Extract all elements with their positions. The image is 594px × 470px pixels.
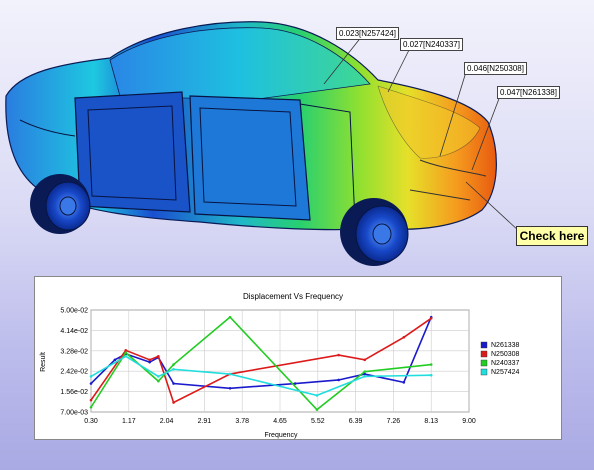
legend-label: N250308: [491, 351, 520, 358]
legend-swatch: [480, 368, 488, 376]
data-point: [124, 354, 128, 358]
series-line-n250308: [90, 317, 432, 404]
displacement-chart: Displacement Vs Frequency Result Frequen…: [34, 276, 562, 440]
data-point: [363, 370, 367, 373]
data-point: [148, 360, 151, 364]
data-point: [402, 335, 406, 339]
node-label-n261338: 0.047[N261338]: [497, 86, 560, 99]
x-tick-label: 7.26: [387, 418, 401, 425]
data-point: [337, 378, 340, 382]
legend-label: N261338: [491, 342, 520, 349]
car-fea-model: [5, 21, 521, 266]
data-point: [172, 368, 175, 371]
x-tick-label: 0.30: [84, 418, 98, 425]
y-tick-label: 3.28e-02: [60, 348, 88, 355]
data-point: [293, 382, 297, 385]
data-point: [402, 381, 406, 384]
data-point: [228, 315, 232, 319]
data-point: [113, 358, 117, 362]
x-tick-label: 9.00: [462, 418, 476, 425]
data-point: [157, 379, 160, 383]
legend-swatch: [480, 359, 488, 367]
data-point: [228, 372, 232, 376]
model-viewport[interactable]: 0.023[N257424] 0.027[N240337] 0.046[N250…: [0, 0, 594, 270]
legend-label: N240337: [491, 360, 520, 367]
data-point: [429, 317, 433, 320]
y-tick-label: 4.14e-02: [60, 328, 88, 335]
check-here-button[interactable]: Check here: [516, 226, 588, 246]
x-tick-label: 5.52: [311, 418, 325, 425]
y-tick-label: 5.00e-02: [60, 308, 88, 315]
data-point: [172, 382, 175, 385]
node-label-n240337: 0.027[N240337]: [400, 38, 463, 51]
x-tick-label: 4.65: [273, 418, 287, 425]
node-label-n257424: 0.023[N257424]: [336, 27, 399, 40]
y-tick-label: 7.00e-03: [60, 410, 88, 417]
data-point: [148, 358, 151, 362]
x-tick-label: 8.13: [424, 418, 438, 425]
x-tick-label: 2.04: [160, 418, 174, 425]
data-point: [429, 363, 433, 366]
legend-swatch: [480, 350, 488, 358]
x-axis-label: Frequency: [264, 432, 298, 439]
data-point: [124, 349, 128, 352]
y-tick-label: 2.42e-02: [60, 369, 88, 376]
legend-swatch: [480, 341, 488, 349]
data-point: [315, 408, 319, 411]
x-tick-label: 2.91: [198, 418, 212, 425]
data-point: [89, 405, 93, 409]
x-tick-label: 6.39: [349, 418, 363, 425]
data-point: [429, 373, 433, 377]
data-point: [157, 354, 160, 358]
series-line-n257424: [90, 355, 432, 397]
chart-canvas: Displacement Vs Frequency Result Frequen…: [40, 292, 520, 439]
node-label-n250308: 0.046[N250308]: [464, 62, 527, 75]
x-tick-label: 3.78: [235, 418, 249, 425]
data-point: [363, 375, 367, 378]
data-point: [315, 394, 319, 397]
series-line-n240337: [90, 316, 432, 411]
data-point: [363, 358, 367, 362]
data-point: [363, 372, 367, 376]
legend-label: N257424: [491, 369, 520, 376]
data-point: [89, 375, 93, 378]
data-point: [157, 375, 160, 378]
y-tick-label: 1.56e-02: [60, 389, 88, 396]
data-point: [172, 363, 175, 366]
data-point: [172, 401, 175, 404]
data-point: [89, 398, 93, 402]
chart-title: Displacement Vs Frequency: [243, 292, 343, 301]
data-point: [228, 386, 232, 390]
data-point: [124, 351, 128, 354]
x-tick-label: 1.17: [122, 418, 136, 425]
y-axis-label: Result: [40, 352, 47, 372]
data-point: [89, 382, 93, 385]
data-point: [337, 353, 340, 357]
